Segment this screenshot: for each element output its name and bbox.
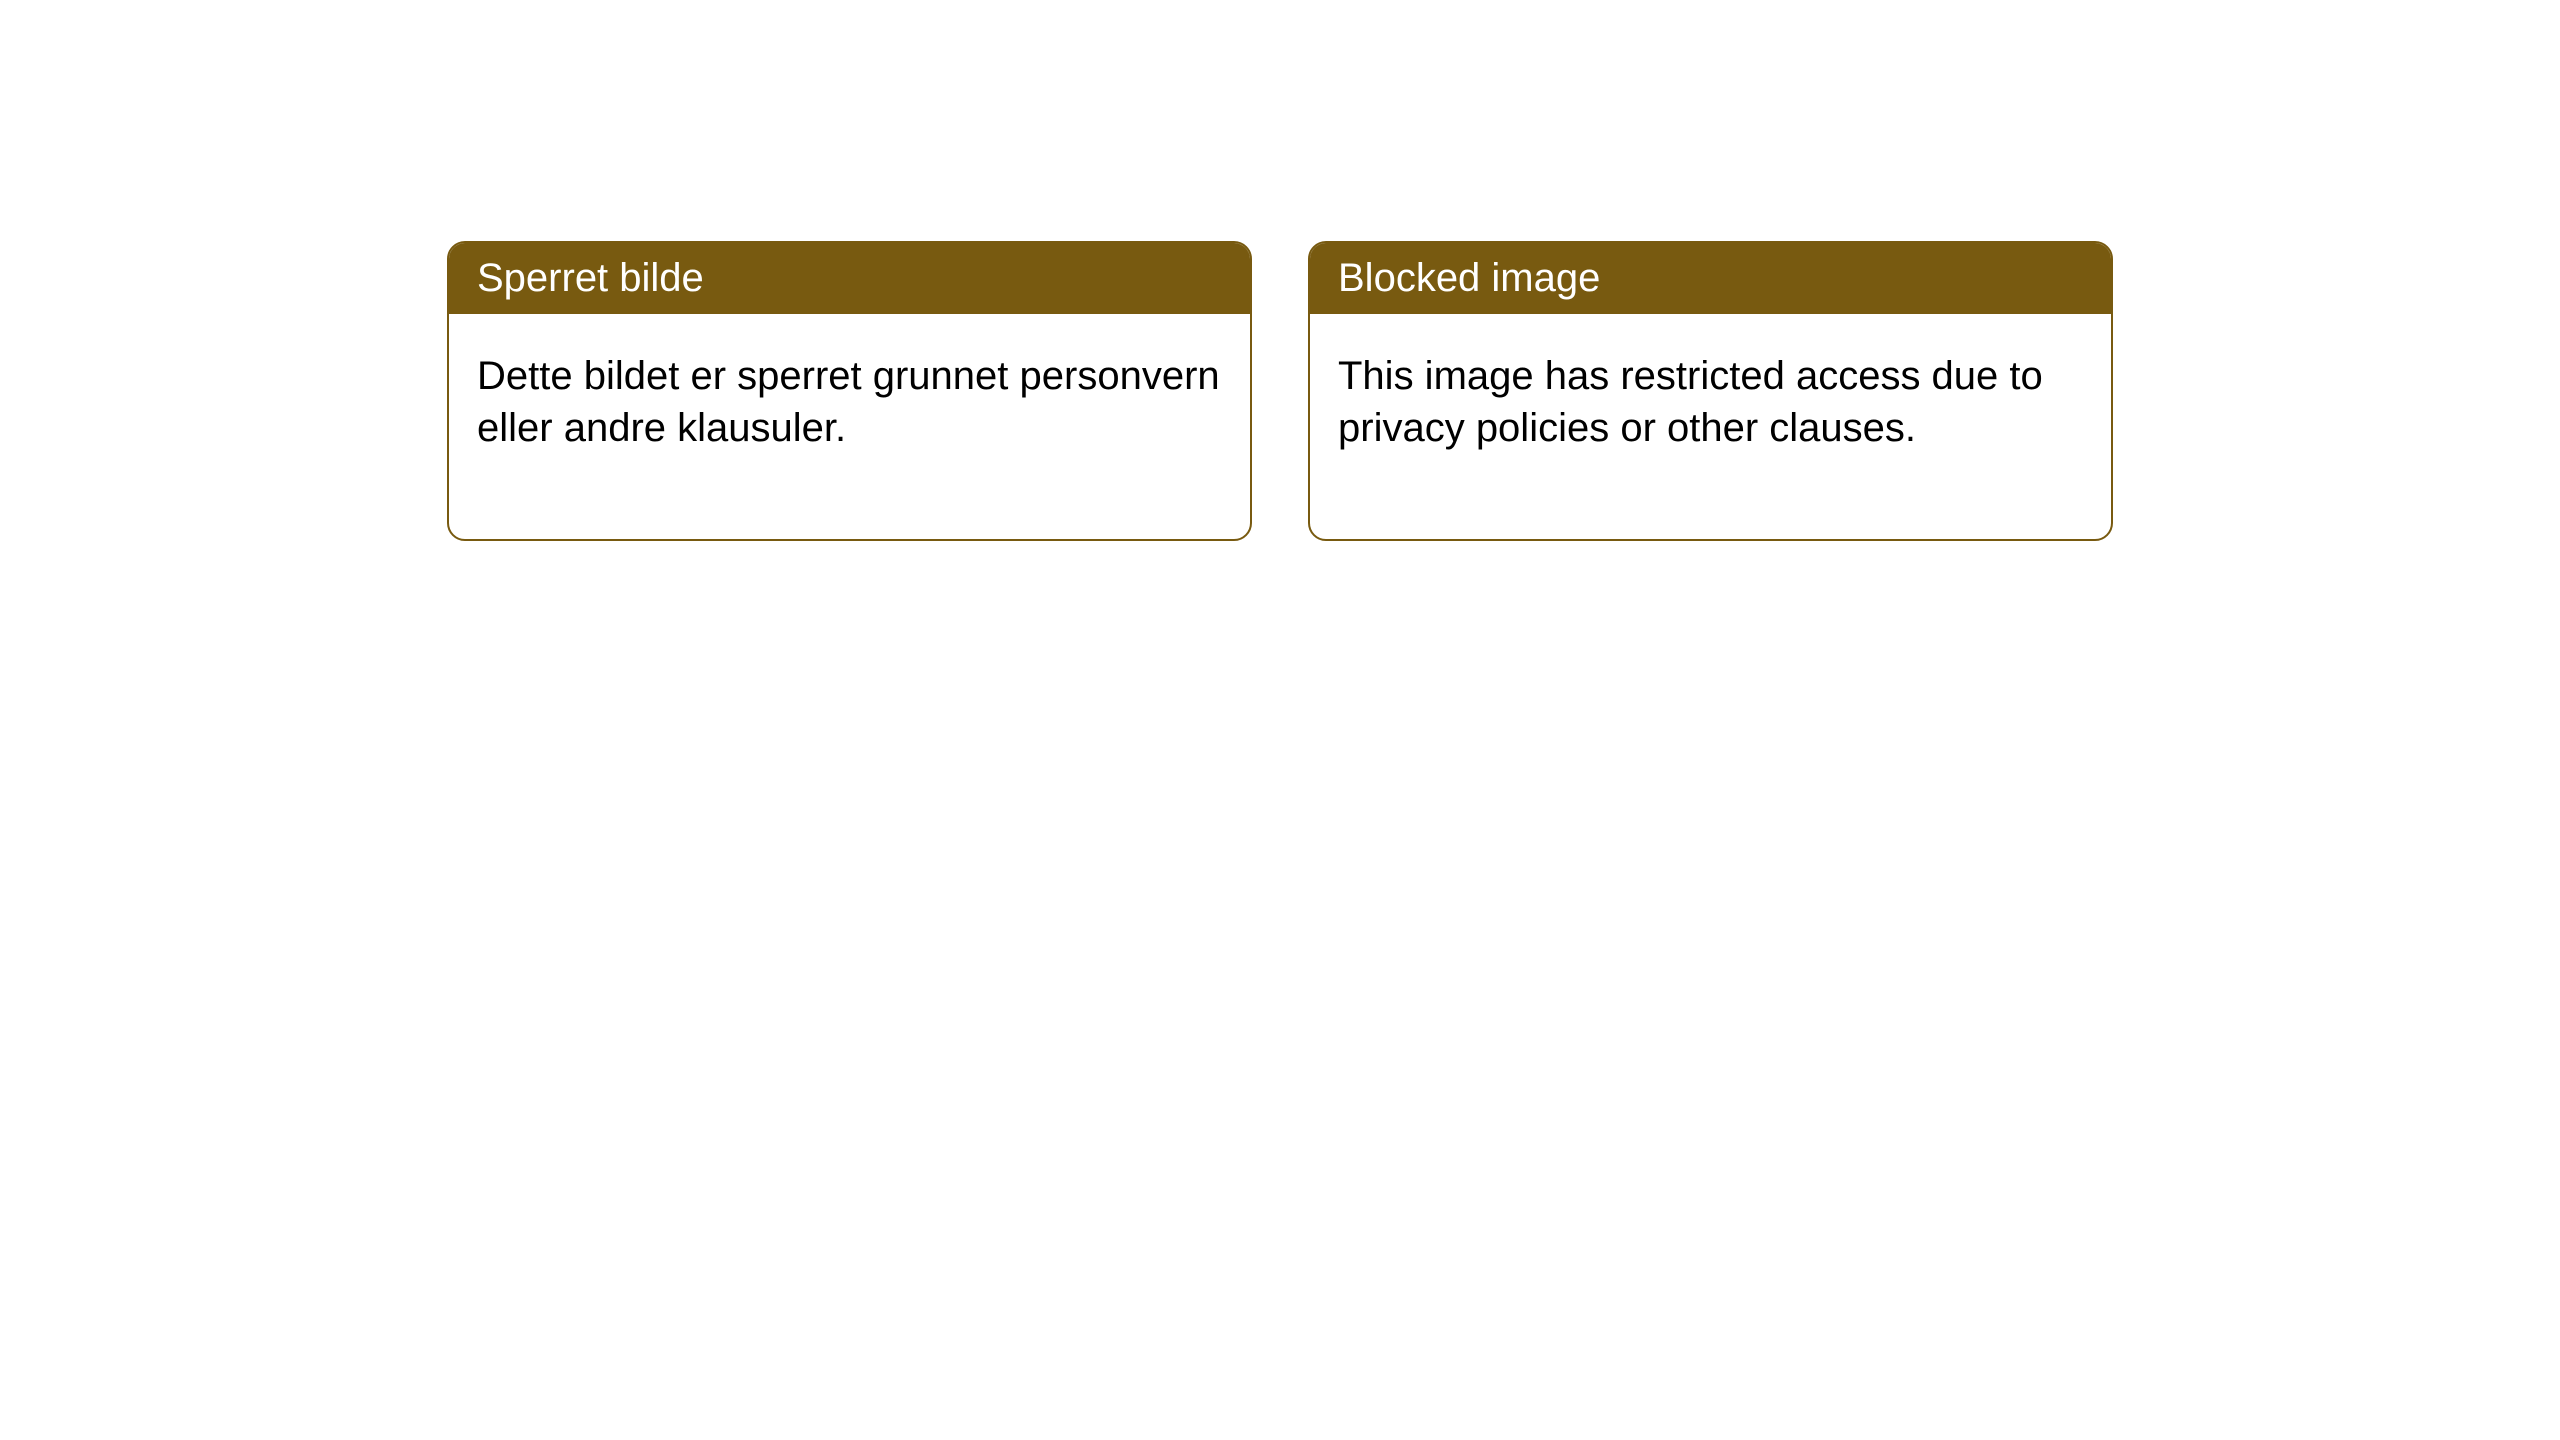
notice-card-header: Sperret bilde [449,243,1250,314]
notice-card-title: Sperret bilde [477,256,704,300]
notice-card-text: Dette bildet er sperret grunnet personve… [477,354,1220,450]
notice-card-body: This image has restricted access due to … [1310,314,2111,539]
notice-card-title: Blocked image [1338,256,1600,300]
notice-card-body: Dette bildet er sperret grunnet personve… [449,314,1250,539]
notice-cards-container: Sperret bilde Dette bildet er sperret gr… [447,241,2113,541]
notice-card-header: Blocked image [1310,243,2111,314]
notice-card-text: This image has restricted access due to … [1338,354,2043,450]
notice-card-norwegian: Sperret bilde Dette bildet er sperret gr… [447,241,1252,541]
notice-card-english: Blocked image This image has restricted … [1308,241,2113,541]
